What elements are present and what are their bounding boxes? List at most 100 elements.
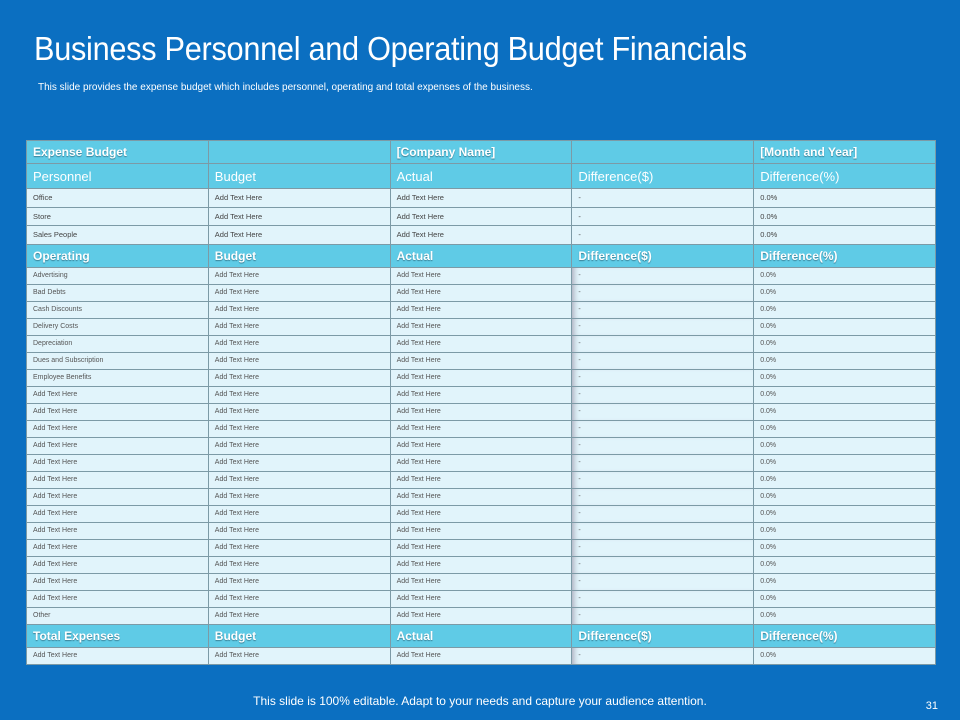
table-cell: Operating [26, 243, 209, 268]
table-cell: Add Text Here [26, 385, 209, 404]
table-row: Add Text Here Add Text Here Add Text Here -… [26, 453, 936, 472]
table-cell: Difference($) [571, 163, 755, 189]
table-cell: 0.0% [753, 266, 936, 285]
table-cell: Delivery Costs [26, 317, 209, 336]
table-cell: 0.0% [753, 188, 936, 208]
table-cell: Add Text Here [389, 283, 573, 302]
table-cell: Add Text Here [26, 521, 209, 540]
table-row: Other Add Text Here Add Text Here -0.0% [26, 606, 936, 625]
table-cell: Add Text Here [26, 572, 209, 591]
table-cell: - [571, 419, 755, 438]
table-cell: - [571, 453, 755, 472]
table-cell: - [571, 351, 755, 370]
table-cell: Add Text Here [389, 538, 573, 557]
table-cell: 0.0% [753, 646, 936, 665]
table-cell: Add Text Here [207, 206, 391, 226]
table-cell: Add Text Here [207, 436, 391, 455]
table-row: Add Text Here Add Text Here Add Text Here -… [26, 436, 936, 455]
table-cell: - [571, 368, 755, 387]
table-cell: Add Text Here [389, 572, 573, 591]
table-cell: - [571, 555, 755, 574]
table-row: Add Text Here Add Text Here Add Text Here -… [26, 487, 936, 506]
table-cell: Add Text Here [26, 453, 209, 472]
table-cell: Budget [207, 243, 391, 268]
table-cell: Add Text Here [207, 300, 391, 319]
table-cell: Difference($) [571, 623, 755, 648]
slide-subtitle: This slide provides the expense budget w… [38, 82, 533, 93]
table-row: Add Text Here Add Text Here Add Text Here -… [26, 470, 936, 489]
table-cell: - [571, 402, 755, 421]
table-cell: Add Text Here [207, 589, 391, 608]
table-row: Add Text Here Add Text Here Add Text Here -… [26, 385, 936, 404]
table-cell: Add Text Here [207, 555, 391, 574]
table-cell: - [571, 538, 755, 557]
table-row: Bad Debts Add Text Here Add Text Here -0.0% [26, 283, 936, 302]
table-row: Cash Discounts Add Text Here Add Text Here… [26, 300, 936, 319]
table-cell: 0.0% [753, 206, 936, 226]
table-cell: - [571, 470, 755, 489]
table-cell: - [571, 385, 755, 404]
table-cell: Add Text Here [26, 555, 209, 574]
table-cell: Store [26, 206, 209, 226]
table-cell: Add Text Here [207, 487, 391, 506]
table-cell: Employee Benefits [26, 368, 209, 387]
table-row: Store Add Text Here Add Text Here -0.0% [26, 206, 936, 226]
table-cell: Add Text Here [389, 589, 573, 608]
table-cell: Add Text Here [389, 206, 573, 226]
table-row: Add Text Here Add Text Here Add Text Here -… [26, 589, 936, 608]
table-cell: Add Text Here [26, 436, 209, 455]
table-cell: - [571, 521, 755, 540]
table-cell: - [571, 572, 755, 591]
table-cell: 0.0% [753, 419, 936, 438]
table-cell: - [571, 266, 755, 285]
table-cell: Add Text Here [389, 402, 573, 421]
table-row: Dues and Subscription Add Text Here Add Te… [26, 351, 936, 370]
table-cell: 0.0% [753, 589, 936, 608]
table-cell: Add Text Here [207, 225, 391, 245]
page-number: 31 [925, 700, 938, 712]
table-cell: - [571, 487, 755, 506]
personnel-header-row: Personnel Budget Actual Difference($) Differ… [26, 163, 936, 189]
table-cell: - [571, 646, 755, 665]
table-cell: - [571, 436, 755, 455]
table-cell: 0.0% [753, 351, 936, 370]
table-cell: 0.0% [753, 225, 936, 245]
table-cell: Add Text Here [389, 225, 573, 245]
table-cell: Bad Debts [26, 283, 209, 302]
table-cell: 0.0% [753, 470, 936, 489]
table-cell: 0.0% [753, 606, 936, 625]
table-cell: 0.0% [753, 385, 936, 404]
table-row: Employee Benefits Add Text Here Add Text H… [26, 368, 936, 387]
table-cell: Budget [207, 163, 391, 189]
table-cell: [Company Name] [389, 140, 573, 164]
table-cell: Add Text Here [389, 368, 573, 387]
table-cell: - [571, 317, 755, 336]
table-cell: Add Text Here [207, 368, 391, 387]
table-cell: Add Text Here [389, 453, 573, 472]
table-cell: Add Text Here [207, 606, 391, 625]
table-row: Office Add Text Here Add Text Here -0.0% [26, 188, 936, 208]
table-cell: 0.0% [753, 572, 936, 591]
table-cell: - [571, 504, 755, 523]
operating-header-row: Operating Budget Actual Difference($) Differ… [26, 243, 936, 268]
table-cell: Difference($) [571, 243, 755, 268]
table-row: Advertising Add Text Here Add Text Here -0.… [26, 266, 936, 285]
table-cell: 0.0% [753, 487, 936, 506]
table-cell: Add Text Here [207, 538, 391, 557]
total-expenses-header-row: Total Expenses Budget Actual Difference($) D… [26, 623, 936, 648]
table-cell: - [571, 300, 755, 319]
table-cell: 0.0% [753, 538, 936, 557]
table-cell: Difference(%) [753, 623, 936, 648]
slide-title: Business Personnel and Operating Budget … [34, 30, 747, 67]
table-cell: Add Text Here [389, 300, 573, 319]
table-cell: Add Text Here [389, 317, 573, 336]
table-cell: Add Text Here [389, 646, 573, 665]
table-cell: Dues and Subscription [26, 351, 209, 370]
table-cell: Add Text Here [207, 385, 391, 404]
table-cell: 0.0% [753, 317, 936, 336]
table-cell: 0.0% [753, 368, 936, 387]
table-cell: Add Text Here [389, 266, 573, 285]
table-cell: Add Text Here [207, 572, 391, 591]
table-cell: Add Text Here [389, 351, 573, 370]
table-cell: 0.0% [753, 334, 936, 353]
